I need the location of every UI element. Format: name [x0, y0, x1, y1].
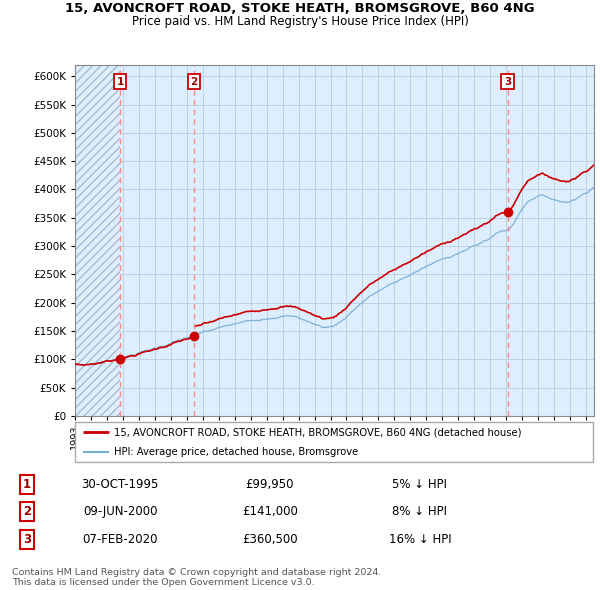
Text: Price paid vs. HM Land Registry's House Price Index (HPI): Price paid vs. HM Land Registry's House … [131, 15, 469, 28]
Text: 16% ↓ HPI: 16% ↓ HPI [389, 533, 451, 546]
Text: 2: 2 [190, 77, 197, 87]
Text: 15, AVONCROFT ROAD, STOKE HEATH, BROMSGROVE, B60 4NG: 15, AVONCROFT ROAD, STOKE HEATH, BROMSGR… [65, 2, 535, 15]
Text: 3: 3 [23, 533, 31, 546]
Text: 8% ↓ HPI: 8% ↓ HPI [392, 505, 448, 519]
Text: £99,950: £99,950 [246, 478, 294, 491]
Text: 1: 1 [23, 478, 31, 491]
Text: £360,500: £360,500 [242, 533, 298, 546]
Text: 2: 2 [23, 505, 31, 519]
Text: 09-JUN-2000: 09-JUN-2000 [83, 505, 157, 519]
Text: 3: 3 [504, 77, 511, 87]
FancyBboxPatch shape [75, 421, 593, 463]
Text: HPI: Average price, detached house, Bromsgrove: HPI: Average price, detached house, Brom… [114, 447, 358, 457]
Text: 5% ↓ HPI: 5% ↓ HPI [392, 478, 448, 491]
Text: 15, AVONCROFT ROAD, STOKE HEATH, BROMSGROVE, B60 4NG (detached house): 15, AVONCROFT ROAD, STOKE HEATH, BROMSGR… [114, 427, 521, 437]
Text: 07-FEB-2020: 07-FEB-2020 [82, 533, 158, 546]
Text: 1: 1 [116, 77, 124, 87]
Text: 30-OCT-1995: 30-OCT-1995 [82, 478, 158, 491]
Text: Contains HM Land Registry data © Crown copyright and database right 2024.
This d: Contains HM Land Registry data © Crown c… [12, 568, 382, 587]
Text: £141,000: £141,000 [242, 505, 298, 519]
